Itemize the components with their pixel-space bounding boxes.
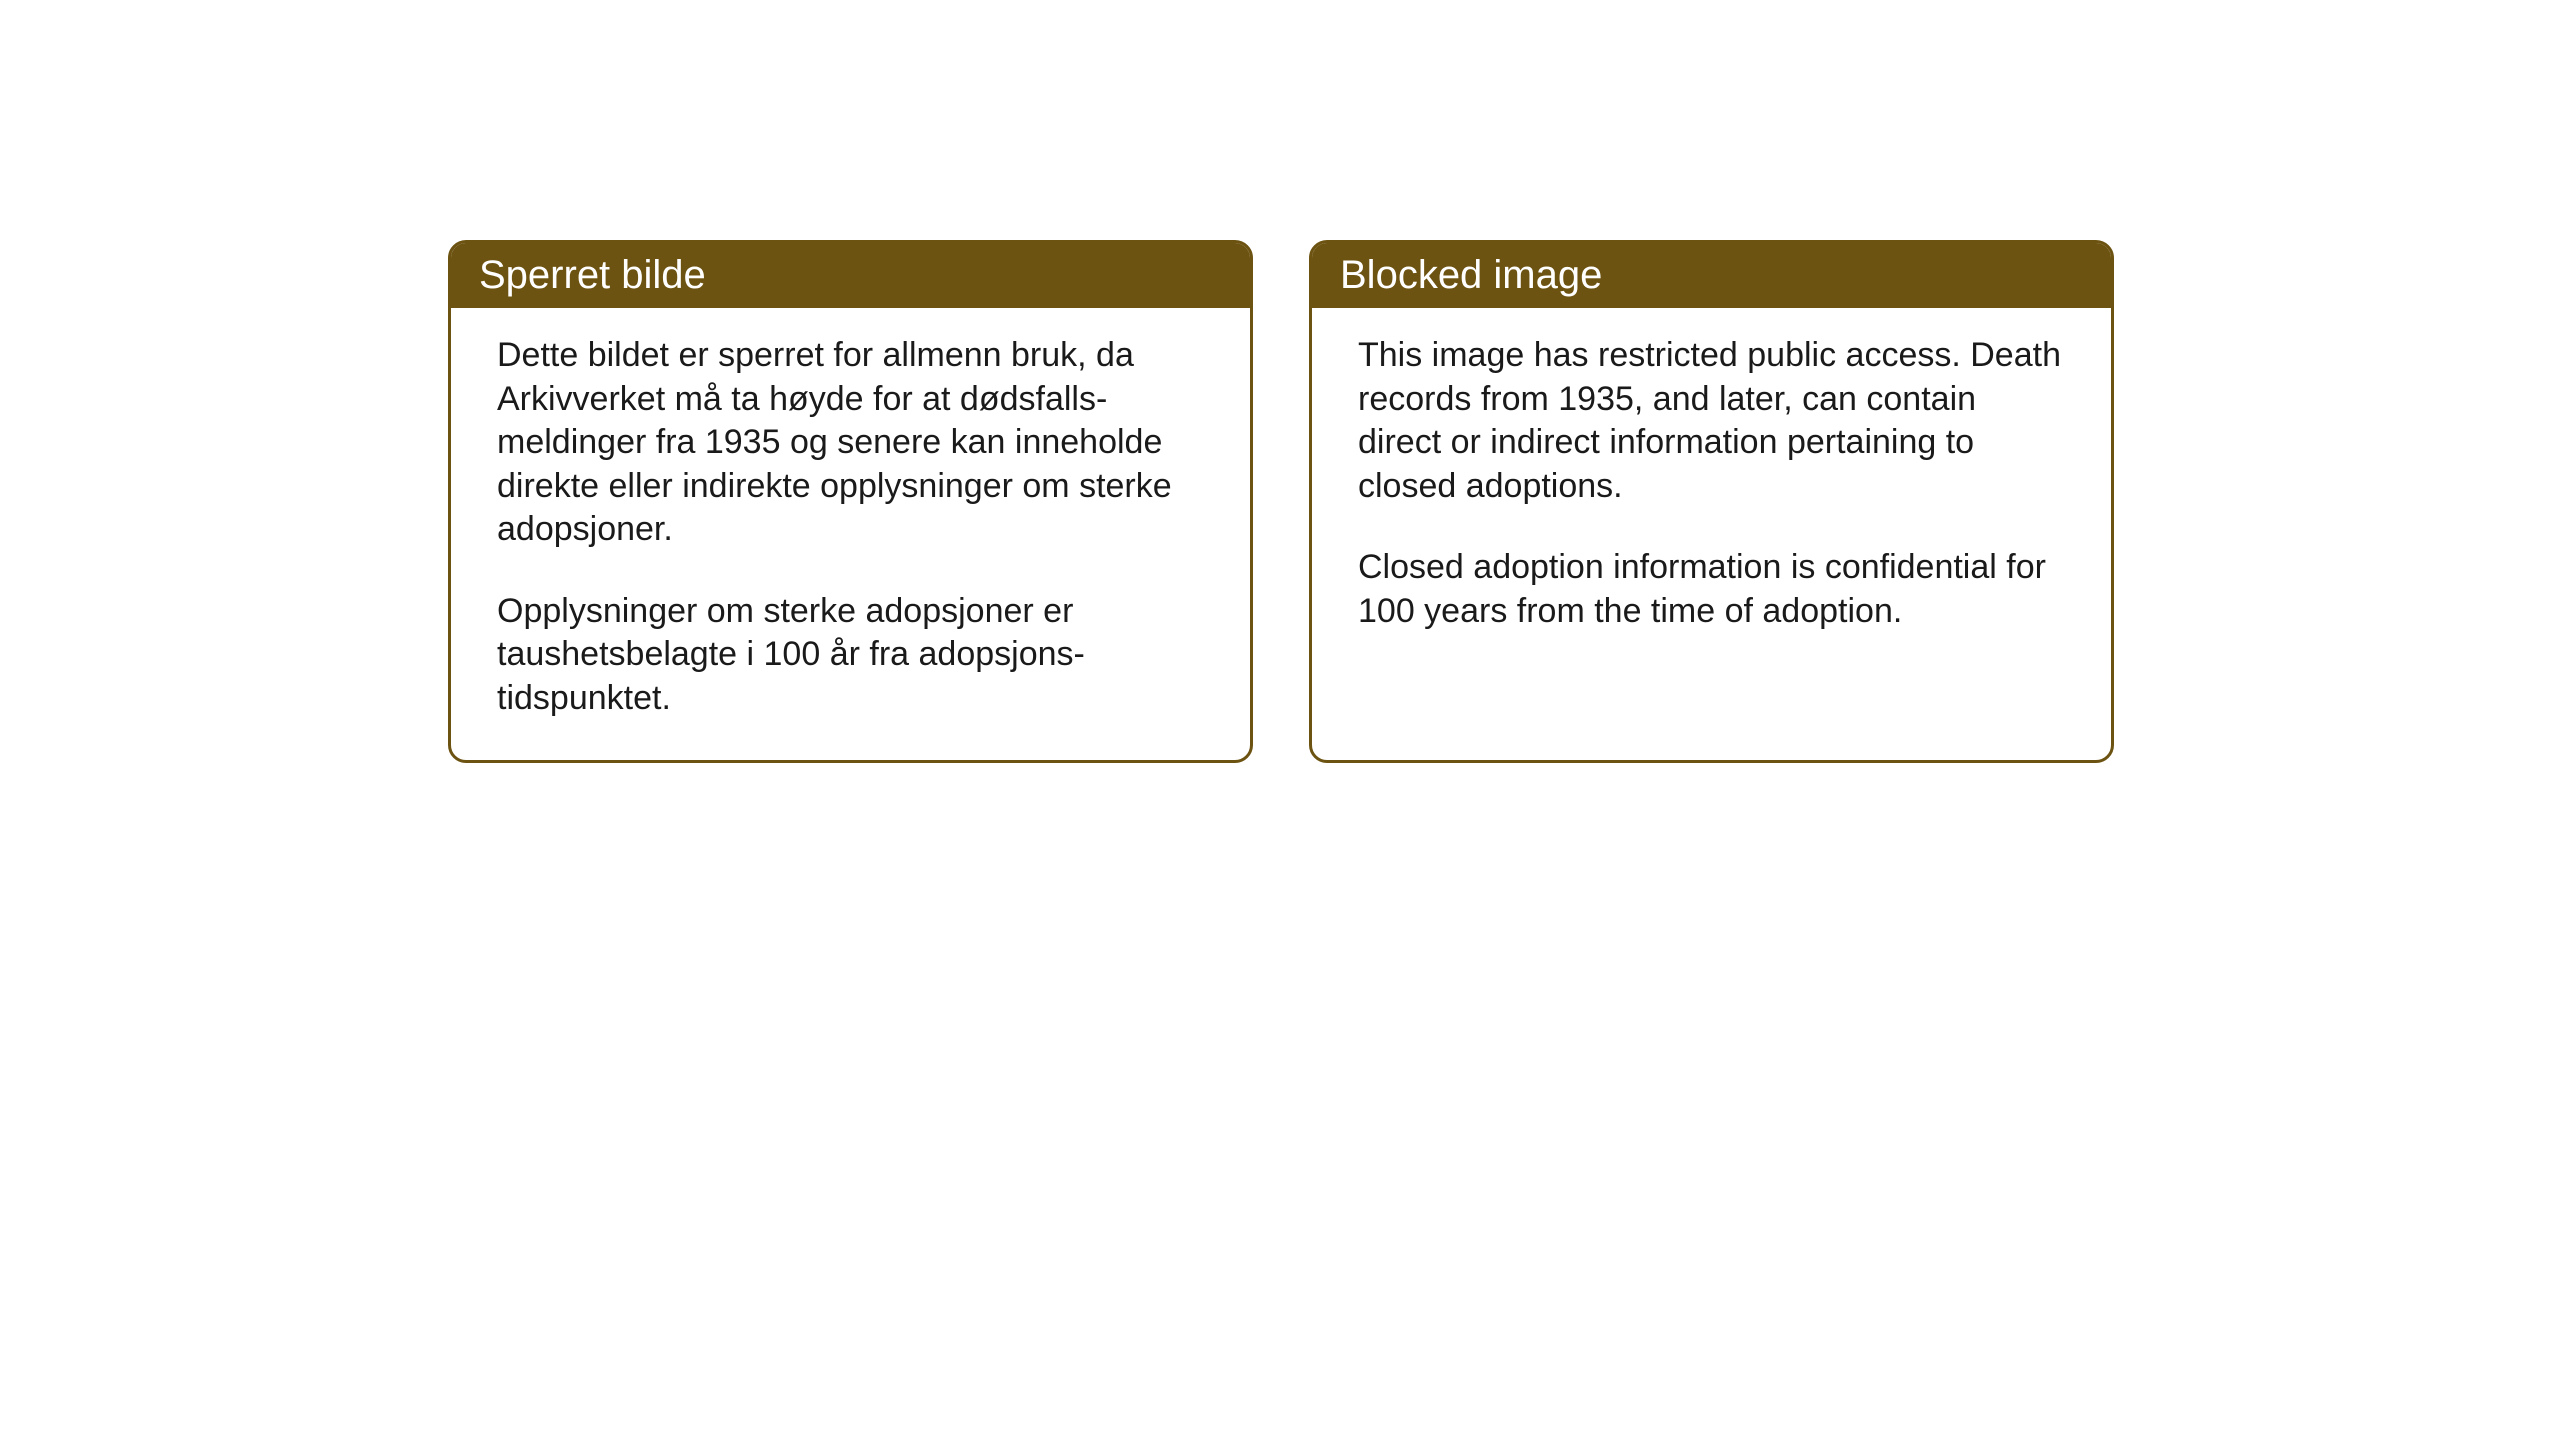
card-english: Blocked image This image has restricted … [1309, 240, 2114, 763]
card-paragraph1-norwegian: Dette bildet er sperret for allmenn bruk… [497, 334, 1204, 552]
card-body-english: This image has restricted public access.… [1312, 308, 2111, 673]
card-norwegian: Sperret bilde Dette bildet er sperret fo… [448, 240, 1253, 763]
card-title-norwegian: Sperret bilde [479, 253, 706, 297]
card-header-english: Blocked image [1312, 243, 2111, 308]
card-header-norwegian: Sperret bilde [451, 243, 1250, 308]
card-body-norwegian: Dette bildet er sperret for allmenn bruk… [451, 308, 1250, 760]
cards-container: Sperret bilde Dette bildet er sperret fo… [448, 240, 2114, 763]
card-paragraph2-english: Closed adoption information is confident… [1358, 546, 2065, 633]
card-paragraph1-english: This image has restricted public access.… [1358, 334, 2065, 508]
card-paragraph2-norwegian: Opplysninger om sterke adopsjoner er tau… [497, 590, 1204, 721]
card-title-english: Blocked image [1340, 253, 1602, 297]
